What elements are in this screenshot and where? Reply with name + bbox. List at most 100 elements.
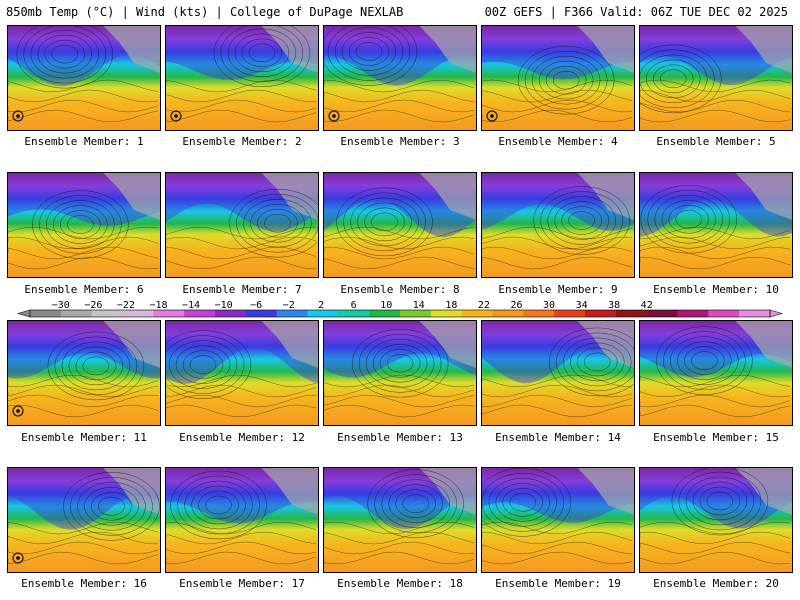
temperature-map — [8, 321, 160, 425]
ensemble-map-panel — [7, 467, 161, 573]
ensemble-map-panel — [7, 25, 161, 131]
land-mask — [103, 173, 160, 220]
figure-title: 850mb Temp (°C) | Wind (kts) | College o… — [6, 5, 404, 19]
ensemble-member-label: Ensemble Member: 15 — [653, 431, 779, 444]
colorbar-tick-label: 30 — [543, 300, 555, 311]
contour-line — [482, 246, 633, 260]
contour-line — [46, 200, 115, 249]
contour-line — [554, 201, 609, 240]
hurricane-symbol-icon — [332, 114, 336, 118]
colorbar-swatch — [215, 310, 247, 317]
contour-line — [84, 487, 139, 526]
temperature-map — [166, 173, 318, 277]
ensemble-member-label: Ensemble Member: 3 — [340, 135, 460, 148]
contour-line — [63, 472, 160, 541]
colorbar-tick-label: −30 — [52, 300, 70, 311]
contour-line — [357, 202, 412, 242]
contour-line — [652, 64, 694, 94]
contour-line — [8, 109, 159, 123]
hurricane-symbol-icon — [486, 110, 498, 122]
contour-line — [348, 37, 390, 66]
contour-line — [561, 206, 602, 235]
ensemble-member-label: Ensemble Member: 1 — [24, 135, 144, 148]
contour-line — [241, 38, 283, 68]
contour-line — [482, 79, 633, 93]
colorbar-tick-label: −22 — [117, 300, 135, 311]
run-valid-time: 00Z GEFS | F366 Valid: 06Z TUE DEC 02 20… — [484, 5, 788, 19]
land-mask — [261, 468, 318, 515]
hurricane-symbol-icon — [12, 110, 24, 122]
temperature-map — [8, 173, 160, 277]
contour-line — [47, 331, 145, 401]
colorbar-tick-label: 6 — [351, 300, 357, 311]
contour-line — [184, 480, 253, 530]
contour-line — [198, 490, 239, 520]
ensemble-member-label: Ensemble Member: 8 — [340, 283, 460, 296]
contour-line — [334, 27, 404, 76]
ensemble-map-panel — [323, 467, 477, 573]
ensemble-map-panel — [165, 320, 319, 426]
contour-line — [495, 483, 551, 522]
contour-line — [51, 44, 79, 64]
land-mask — [419, 26, 476, 73]
land-mask — [103, 321, 160, 368]
contour-line — [166, 109, 317, 123]
colorbar-swatch — [400, 310, 432, 317]
hurricane-symbol-icon — [16, 556, 20, 560]
contour-line — [645, 59, 701, 99]
contour-line — [166, 531, 317, 545]
contour-line — [166, 374, 317, 388]
contour-line — [324, 226, 475, 240]
contour-line — [191, 485, 246, 525]
contour-line — [395, 489, 436, 518]
contour-line — [640, 99, 791, 113]
contour-line — [540, 191, 623, 250]
ensemble-map-panel — [481, 25, 635, 131]
contour-line — [640, 256, 791, 270]
temperature-map — [324, 321, 476, 425]
contour-line — [583, 352, 611, 372]
colorbar-tick-label: 34 — [576, 300, 588, 311]
land-mask — [735, 468, 792, 515]
contour-line — [324, 384, 475, 398]
contour-line — [482, 551, 633, 565]
hurricane-symbol-icon — [16, 114, 20, 118]
contour-line — [166, 394, 317, 408]
contour-line — [640, 54, 708, 104]
contour-line — [236, 193, 318, 253]
colorbar-tick-label: −14 — [182, 300, 200, 311]
contour-line — [381, 479, 450, 528]
ensemble-map-panel — [323, 172, 477, 278]
contour-line — [324, 256, 475, 270]
temperature-map — [324, 468, 476, 572]
contour-line — [482, 236, 633, 250]
contour-line — [44, 39, 86, 69]
contour-line — [336, 187, 433, 257]
contour-line — [324, 531, 475, 545]
colorbar-tick-label: −26 — [84, 300, 102, 311]
contour-line — [264, 213, 291, 233]
contour-line — [189, 355, 217, 374]
contour-line — [324, 541, 475, 555]
contour-line — [213, 26, 311, 88]
ensemble-map-panel — [323, 320, 477, 426]
temperature-colorbar: −30 −26 −22 −18 −14 −10 −6 −2 2 6 10 14 18 22 26 30 34 38… — [16, 300, 784, 318]
ensemble-member-label: Ensemble Member: 2 — [182, 135, 302, 148]
contour-line — [379, 349, 421, 378]
colorbar-swatch — [677, 310, 709, 317]
contour-line — [220, 26, 304, 83]
colorbar-swatch — [739, 310, 771, 317]
contour-line — [8, 79, 159, 93]
contour-line — [175, 345, 231, 384]
ensemble-member-label: Ensemble Member: 20 — [653, 577, 779, 590]
ensemble-map-panel — [165, 467, 319, 573]
contour-line — [671, 468, 769, 536]
contour-line — [166, 541, 317, 555]
colorbar-swatch — [430, 310, 462, 317]
land-mask — [419, 173, 476, 220]
contour-line — [205, 495, 232, 515]
land-mask — [103, 26, 160, 73]
colorbar-swatch — [338, 310, 370, 317]
contour-line — [517, 45, 615, 115]
ensemble-member-label: Ensemble Member: 13 — [337, 431, 463, 444]
